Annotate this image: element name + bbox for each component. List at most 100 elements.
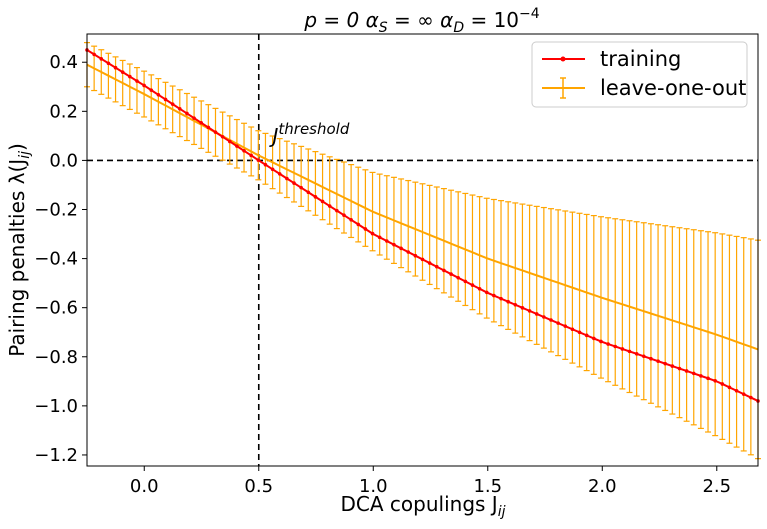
training-point: [456, 275, 460, 280]
x-tick-label: 2.5: [702, 476, 731, 497]
training-point: [627, 349, 632, 354]
training-point: [199, 120, 204, 125]
x-tick-label: 0.5: [244, 476, 273, 497]
training-point: [249, 153, 253, 158]
training-point: [213, 130, 218, 134]
leave-one-out-line: [86, 63, 759, 351]
training-point: [163, 97, 168, 102]
training-point: [549, 318, 553, 322]
training-point: [706, 376, 710, 381]
training-point: [741, 392, 746, 396]
x-tick-label: 0.0: [130, 476, 159, 497]
legend-training-marker: [560, 56, 566, 62]
training-point: [641, 354, 646, 359]
training-point: [406, 250, 411, 254]
training-point: [149, 88, 154, 92]
leave-one-out-series: [86, 63, 759, 351]
legend-loo-label: leave-one-out: [600, 76, 746, 100]
training-point: [106, 61, 111, 66]
training-point: [156, 92, 161, 97]
plot-frame: [86, 33, 759, 467]
legend-training-label: training: [600, 47, 681, 71]
x-axis-label: DCA copulings Jij: [341, 492, 506, 520]
training-point: [277, 172, 282, 176]
training-point: [356, 222, 361, 227]
training-point: [185, 111, 189, 116]
training-point: [484, 290, 489, 295]
training-point: [292, 181, 296, 185]
training-point: [542, 315, 546, 319]
training-point: [263, 162, 268, 167]
training-point: [606, 342, 610, 346]
training-point: [370, 231, 375, 236]
training-point: [235, 144, 239, 148]
training-point: [470, 283, 475, 287]
training-point: [492, 293, 496, 298]
training-point: [613, 344, 618, 349]
training-series: [85, 48, 760, 403]
training-point: [299, 185, 303, 190]
training-point: [577, 330, 582, 335]
training-point: [634, 352, 639, 356]
training-point: [392, 242, 396, 247]
training-point: [320, 199, 325, 204]
training-point: [699, 374, 703, 378]
training-point: [227, 139, 232, 144]
training-point: [220, 134, 225, 139]
training-point: [192, 116, 196, 120]
training-point: [563, 324, 568, 328]
training-point: [256, 158, 261, 162]
x-tick-label: 2.0: [588, 476, 617, 497]
training-point: [677, 366, 682, 371]
reference-lines: [87, 34, 758, 466]
training-point: [670, 364, 675, 368]
training-point: [727, 385, 732, 390]
training-point: [691, 371, 696, 376]
training-point: [99, 57, 104, 61]
training-point: [442, 268, 446, 273]
training-point: [142, 83, 146, 88]
y-tick-label: −0.4: [34, 249, 78, 270]
training-point: [363, 227, 368, 231]
training-point: [285, 176, 289, 181]
training-point: [477, 286, 482, 291]
training-point: [327, 204, 332, 208]
training-point: [520, 306, 525, 310]
training-point: [513, 302, 518, 307]
training-point: [534, 312, 539, 316]
training-point: [592, 336, 596, 341]
y-tick-label: −0.2: [34, 200, 78, 221]
training-point: [434, 264, 439, 269]
training-point: [684, 369, 689, 373]
training-point: [527, 309, 532, 313]
training-point: [734, 388, 739, 393]
training-point: [335, 208, 339, 213]
training-point: [120, 70, 125, 74]
y-tick-label: 0.2: [49, 101, 78, 122]
training-point: [506, 299, 510, 304]
training-point: [656, 359, 660, 363]
training-point: [463, 279, 468, 284]
y-axis-ticks: 0.4 0.2 0.0 −0.2 −0.4 −0.6 −0.8 −1.0 −1.2: [34, 52, 87, 466]
training-point: [170, 102, 175, 106]
training-point: [749, 395, 753, 400]
y-tick-label: −0.6: [34, 298, 78, 319]
training-point: [206, 125, 211, 130]
training-point: [128, 74, 132, 79]
training-point: [135, 79, 139, 83]
training-point: [242, 148, 246, 153]
chart-title: p = 0 αS = ∞ αD = 10−4: [303, 6, 539, 36]
training-point: [556, 321, 560, 325]
training-point: [663, 361, 668, 366]
training-point: [649, 356, 653, 361]
training-point: [349, 218, 353, 222]
training-point: [342, 213, 346, 218]
x-axis-ticks: 0.0 0.5 1.0 1.5 2.0 2.5: [130, 466, 731, 497]
training-point: [306, 190, 311, 195]
training-point: [92, 52, 96, 57]
threshold-annotation: Jthreshold: [268, 120, 349, 148]
training-point: [599, 339, 603, 344]
legend-box: [531, 41, 748, 108]
y-tick-label: 0.0: [49, 150, 78, 171]
